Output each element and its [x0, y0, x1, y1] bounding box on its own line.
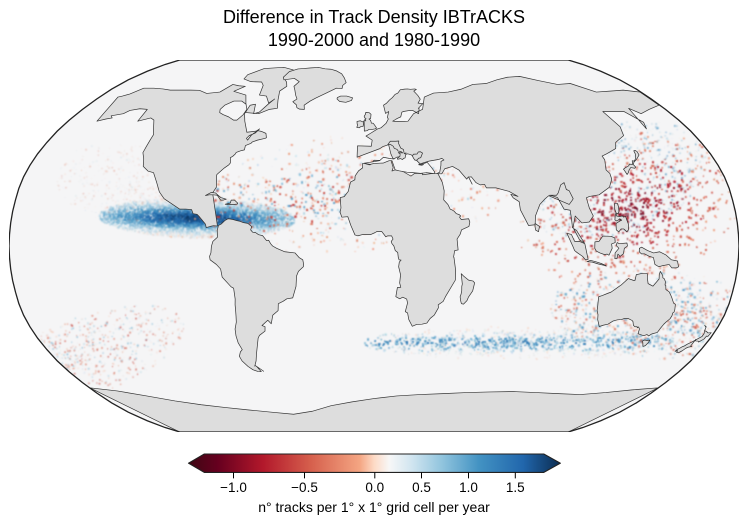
svg-text:n° tracks per 1° x 1° grid cel: n° tracks per 1° x 1° grid cell per year [258, 499, 490, 515]
svg-text:0.0: 0.0 [365, 480, 384, 495]
svg-text:1.5: 1.5 [506, 480, 525, 495]
svg-text:1.0: 1.0 [459, 480, 478, 495]
svg-text:−1.0: −1.0 [220, 480, 247, 495]
svg-text:0.5: 0.5 [412, 480, 431, 495]
svg-text:−0.5: −0.5 [291, 480, 318, 495]
